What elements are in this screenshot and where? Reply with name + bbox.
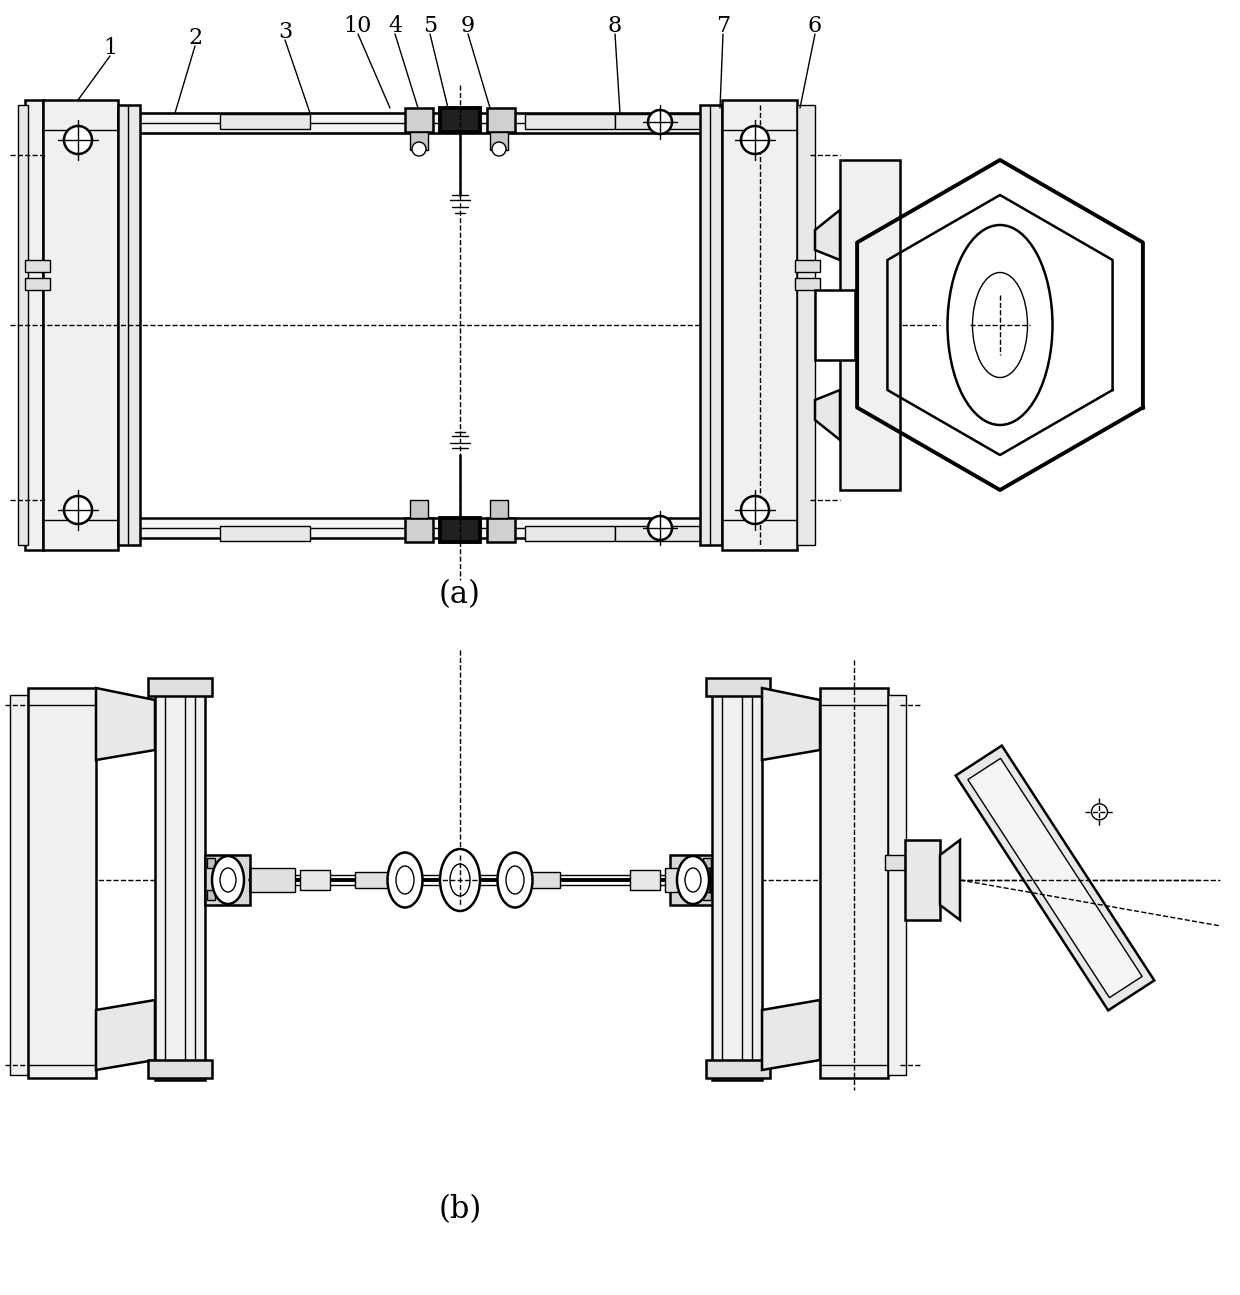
- Ellipse shape: [387, 852, 423, 908]
- Ellipse shape: [396, 866, 414, 894]
- Bar: [148, 679, 212, 695]
- Bar: [670, 855, 715, 905]
- Polygon shape: [95, 1000, 155, 1070]
- Bar: [29, 688, 95, 1077]
- Polygon shape: [815, 210, 839, 260]
- Circle shape: [649, 110, 672, 133]
- Bar: [487, 518, 515, 543]
- Bar: [797, 105, 815, 545]
- Ellipse shape: [219, 868, 236, 892]
- Bar: [487, 107, 515, 132]
- Bar: [207, 859, 215, 868]
- Bar: [43, 100, 118, 550]
- Bar: [706, 679, 770, 695]
- Bar: [888, 695, 906, 1075]
- Circle shape: [742, 126, 769, 154]
- Text: 9: 9: [461, 16, 475, 38]
- Text: 4: 4: [388, 16, 402, 38]
- Bar: [510, 872, 560, 888]
- Bar: [405, 107, 433, 132]
- Ellipse shape: [497, 852, 532, 908]
- Bar: [525, 526, 615, 541]
- Bar: [820, 688, 888, 1077]
- Circle shape: [1091, 804, 1107, 820]
- Circle shape: [64, 496, 92, 524]
- Polygon shape: [763, 1000, 820, 1070]
- Text: (a): (a): [439, 579, 481, 610]
- Bar: [219, 114, 310, 130]
- Bar: [722, 100, 797, 550]
- Bar: [410, 132, 428, 150]
- Polygon shape: [940, 840, 960, 919]
- Bar: [207, 890, 215, 900]
- Polygon shape: [763, 688, 820, 760]
- Text: 10: 10: [343, 16, 372, 38]
- Text: 2: 2: [188, 27, 202, 49]
- Bar: [615, 526, 706, 541]
- Circle shape: [649, 515, 672, 540]
- Circle shape: [742, 496, 769, 524]
- Text: (b): (b): [439, 1194, 481, 1225]
- Text: 1: 1: [103, 38, 117, 60]
- Bar: [885, 855, 905, 870]
- Bar: [205, 855, 250, 905]
- Bar: [355, 872, 405, 888]
- Text: 6: 6: [808, 16, 822, 38]
- Polygon shape: [956, 746, 1154, 1010]
- Bar: [706, 1061, 770, 1077]
- Ellipse shape: [972, 272, 1028, 378]
- Bar: [665, 868, 711, 892]
- Bar: [440, 518, 480, 543]
- Ellipse shape: [506, 866, 525, 894]
- Ellipse shape: [212, 856, 244, 904]
- Bar: [795, 278, 820, 290]
- Bar: [250, 868, 295, 892]
- Bar: [795, 260, 820, 272]
- Text: 3: 3: [278, 21, 293, 43]
- Bar: [630, 870, 660, 890]
- Bar: [712, 680, 763, 1080]
- Bar: [19, 105, 29, 545]
- Ellipse shape: [450, 864, 470, 896]
- Ellipse shape: [677, 856, 709, 904]
- Bar: [118, 113, 718, 133]
- Ellipse shape: [947, 225, 1053, 425]
- Bar: [490, 132, 508, 150]
- Bar: [10, 695, 29, 1075]
- Polygon shape: [815, 390, 839, 440]
- Bar: [155, 680, 205, 1080]
- Bar: [525, 114, 615, 130]
- Bar: [25, 278, 50, 290]
- Bar: [615, 114, 706, 130]
- Text: 8: 8: [608, 16, 622, 38]
- Circle shape: [64, 126, 92, 154]
- Bar: [410, 500, 428, 518]
- Bar: [905, 840, 940, 919]
- Ellipse shape: [440, 850, 480, 910]
- Bar: [701, 105, 722, 545]
- Bar: [703, 859, 711, 868]
- Ellipse shape: [684, 868, 701, 892]
- Polygon shape: [968, 759, 1142, 997]
- Polygon shape: [95, 688, 155, 760]
- Bar: [440, 107, 480, 132]
- Bar: [490, 500, 508, 518]
- Bar: [703, 890, 711, 900]
- Bar: [405, 518, 433, 543]
- Text: 7: 7: [715, 16, 730, 38]
- Bar: [118, 518, 718, 537]
- Circle shape: [492, 142, 506, 155]
- Bar: [148, 1061, 212, 1077]
- Bar: [839, 161, 900, 490]
- Bar: [815, 290, 856, 360]
- Bar: [300, 870, 330, 890]
- Text: 5: 5: [423, 16, 436, 38]
- Bar: [25, 100, 43, 550]
- Bar: [25, 260, 50, 272]
- Circle shape: [412, 142, 427, 155]
- Bar: [219, 526, 310, 541]
- Bar: [118, 105, 140, 545]
